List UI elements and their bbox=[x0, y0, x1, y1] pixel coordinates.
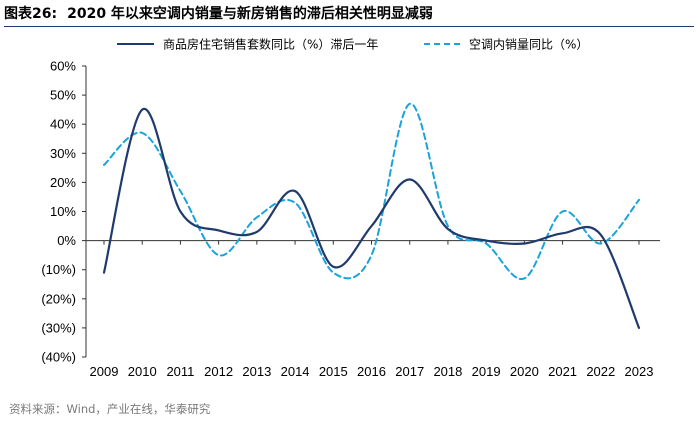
x-tick-label: 2016 bbox=[357, 364, 386, 379]
source-note: 资料来源：Wind，产业在线，华泰研究 bbox=[9, 402, 211, 416]
x-tick-label: 2022 bbox=[586, 364, 615, 379]
y-tick-label: (10%) bbox=[41, 262, 76, 277]
figure-header: 图表26: 2020 年以来空调内销量与新房销售的滞后相关性明显减弱 bbox=[4, 0, 694, 27]
x-tick-label: 2015 bbox=[319, 364, 348, 379]
y-tick-label: 60% bbox=[50, 59, 76, 74]
x-tick-label: 2014 bbox=[281, 364, 310, 379]
y-tick-label: (20%) bbox=[41, 291, 76, 306]
x-tick-label: 2017 bbox=[395, 364, 424, 379]
x-tick-label: 2019 bbox=[472, 364, 501, 379]
figure-title: 2020 年以来空调内销量与新房销售的滞后相关性明显减弱 bbox=[67, 6, 433, 22]
y-tick-label: 50% bbox=[50, 88, 76, 103]
y-tick-label: 30% bbox=[50, 146, 76, 161]
x-tick-label: 2009 bbox=[90, 364, 119, 379]
line-chart: 60% 50% 40% 30% 20% 10% 0% (10%) (20%) (30%) (40%)… bbox=[41, 37, 660, 379]
x-tick-label: 2012 bbox=[204, 364, 233, 379]
y-tick-label: 10% bbox=[50, 204, 76, 219]
y-tick-label: 20% bbox=[50, 175, 76, 190]
x-tick-label: 2021 bbox=[548, 364, 577, 379]
x-tick-label: 2018 bbox=[433, 364, 462, 379]
x-tick-label: 2013 bbox=[242, 364, 271, 379]
series-line-ac-domestic-sales bbox=[103, 102, 640, 280]
x-tick-label: 2020 bbox=[510, 364, 539, 379]
series-line-housing-sales bbox=[102, 108, 641, 329]
y-tick-label: 40% bbox=[50, 117, 76, 132]
y-tick-label: (40%) bbox=[41, 350, 76, 365]
x-tick-label: 2010 bbox=[128, 364, 157, 379]
legend-label-housing-sales: 商品房住宅销售套数同比（%）滞后一年 bbox=[163, 37, 378, 52]
figure-number: 图表26: bbox=[4, 6, 58, 22]
y-tick-label: (30%) bbox=[41, 320, 76, 335]
x-tick-label: 2011 bbox=[166, 364, 194, 379]
legend-label-ac-domestic-sales: 空调内销量同比（%） bbox=[469, 38, 588, 52]
y-tick-label: 0% bbox=[57, 233, 76, 248]
x-tick-label: 2023 bbox=[625, 364, 654, 379]
